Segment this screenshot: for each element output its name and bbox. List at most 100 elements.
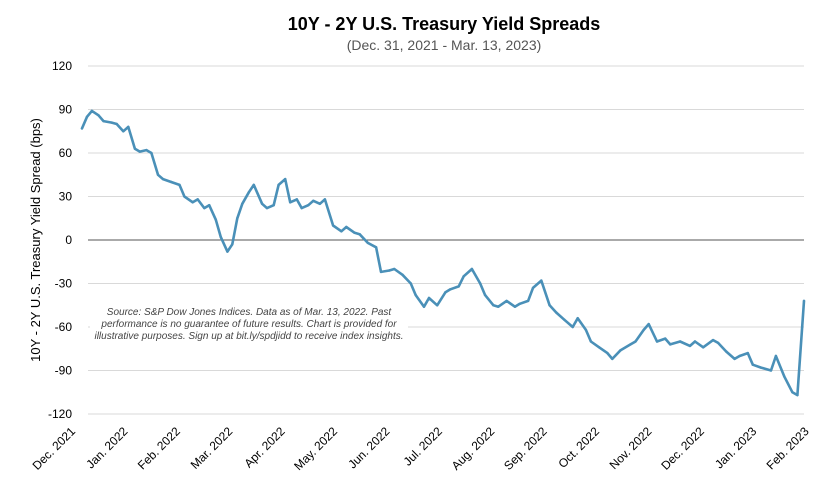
y-tick-label: -90 <box>55 364 73 378</box>
data-point <box>563 318 566 321</box>
data-point <box>791 391 794 394</box>
y-tick-labels: 120 90 60 30 0 -30 -60 -90 -120 <box>48 59 72 421</box>
data-point <box>340 230 343 233</box>
data-point <box>783 375 786 378</box>
data-point <box>584 328 588 332</box>
data-point <box>277 183 280 187</box>
data-point <box>492 304 495 307</box>
data-point <box>738 354 741 358</box>
gridlines <box>88 65 804 415</box>
data-point <box>80 127 84 130</box>
data-point <box>457 285 460 288</box>
data-point <box>436 304 439 307</box>
data-point <box>555 311 558 314</box>
x-tick-label: Feb. 2022 <box>135 424 183 472</box>
data-point <box>629 343 632 346</box>
x-tick-label: Jan. 2023 <box>712 424 759 471</box>
data-point <box>300 206 303 210</box>
data-point <box>331 224 335 227</box>
x-tick-label: May. 2022 <box>291 424 340 473</box>
data-point <box>115 122 118 126</box>
data-point <box>444 291 447 294</box>
data-point <box>85 115 89 119</box>
data-point <box>127 125 130 129</box>
data-point <box>295 198 298 201</box>
data-point <box>241 202 244 205</box>
y-tick-label: 60 <box>59 146 73 160</box>
data-point <box>576 317 579 320</box>
data-point <box>526 299 530 303</box>
data-point <box>260 202 264 205</box>
data-point <box>401 273 404 276</box>
data-point <box>548 304 551 307</box>
data-point <box>231 243 234 246</box>
data-point <box>483 293 487 297</box>
data-point <box>214 218 217 221</box>
y-tick-label: 90 <box>59 103 73 117</box>
data-point <box>156 173 160 176</box>
data-point <box>353 231 356 234</box>
data-point <box>693 340 697 343</box>
data-point <box>150 151 153 155</box>
data-point <box>265 206 269 210</box>
data-point <box>145 148 148 152</box>
data-point <box>427 296 431 300</box>
x-tick-label: Apr. 2022 <box>241 424 287 470</box>
data-point <box>470 267 474 271</box>
data-point <box>449 288 452 291</box>
data-point <box>422 305 426 308</box>
data-point <box>414 293 417 297</box>
data-point <box>497 305 500 308</box>
x-tick-label: Oct. 2022 <box>555 424 602 471</box>
data-point <box>226 250 229 253</box>
data-point <box>161 177 165 181</box>
data-point <box>678 340 682 343</box>
data-point <box>393 267 396 271</box>
data-point <box>716 341 720 345</box>
data-point <box>611 357 614 361</box>
y-tick-label: 30 <box>59 190 73 204</box>
data-point <box>307 204 310 207</box>
data-point <box>802 299 806 303</box>
data-point <box>505 299 508 303</box>
data-point <box>571 325 574 329</box>
data-point <box>102 119 105 123</box>
data-point <box>183 195 186 198</box>
x-tick-labels: Dec. 2021 Jan. 2022 Feb. 2022 Mar. 2022 Apr.… <box>30 424 812 473</box>
data-point <box>513 305 517 308</box>
data-point <box>711 338 715 342</box>
data-point <box>518 302 521 305</box>
data-point <box>540 279 543 282</box>
data-point <box>196 198 199 201</box>
y-axis-label: 10Y - 2Y U.S. Treasury Yield Spread (bps… <box>28 118 43 362</box>
data-point <box>725 350 728 353</box>
data-point <box>409 282 412 285</box>
y-tick-label: 0 <box>65 233 72 247</box>
data-point <box>208 204 211 207</box>
data-point <box>366 241 369 245</box>
data-point <box>759 366 763 369</box>
x-tick-label: Sep. 2022 <box>501 424 550 473</box>
data-point <box>388 269 391 272</box>
data-point <box>634 340 637 343</box>
data-point <box>619 349 622 352</box>
data-point <box>252 183 255 187</box>
y-tick-label: -30 <box>55 277 73 291</box>
data-point <box>272 204 275 207</box>
data-point <box>702 346 705 349</box>
data-point <box>688 344 692 348</box>
x-tick-label: Nov. 2022 <box>607 424 655 472</box>
data-point <box>97 114 100 117</box>
data-point <box>110 121 113 124</box>
x-tick-label: Jan. 2022 <box>83 424 130 471</box>
data-point <box>203 206 206 210</box>
data-point <box>769 369 773 372</box>
series-points <box>80 109 806 397</box>
data-point <box>236 217 239 220</box>
data-point <box>774 354 778 358</box>
chart-subtitle: (Dec. 31, 2021 - Mar. 13, 2023) <box>346 37 542 53</box>
data-point <box>374 246 378 249</box>
data-point <box>219 235 222 239</box>
data-point <box>178 183 181 187</box>
data-point <box>247 191 251 194</box>
